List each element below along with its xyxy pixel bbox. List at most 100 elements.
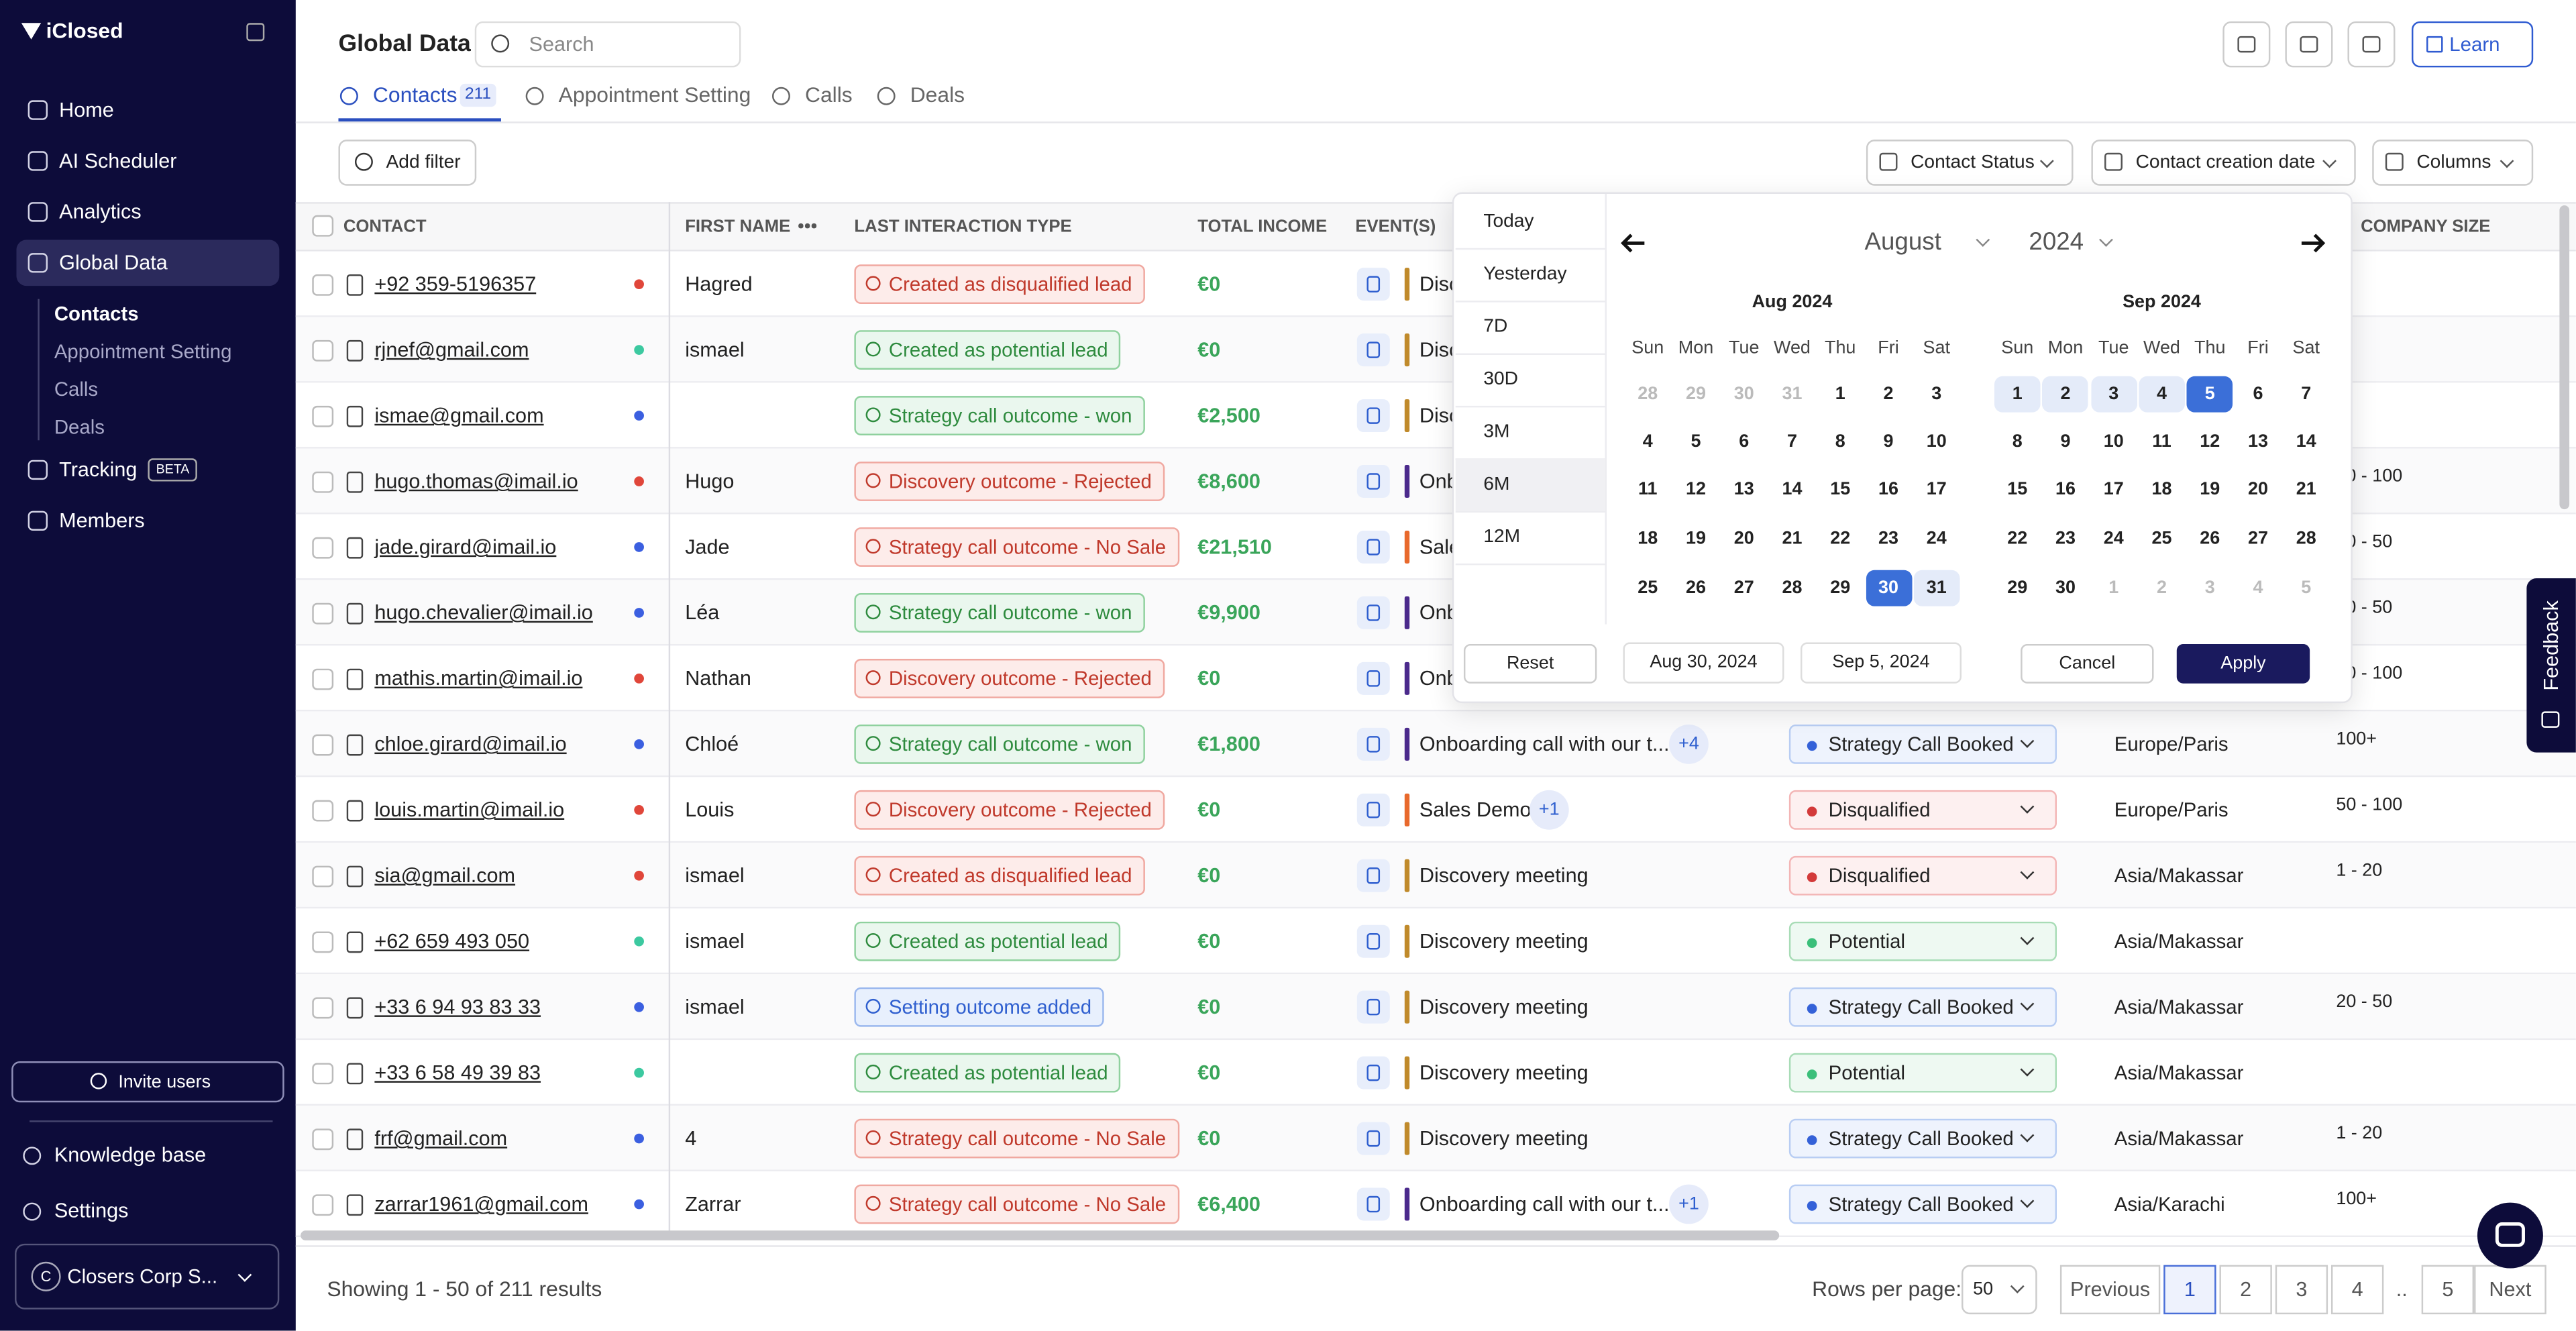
tab[interactable]: Calls <box>805 81 853 110</box>
calendar-day[interactable]: 7 <box>2283 380 2329 409</box>
preset[interactable]: 3M <box>1483 417 1509 447</box>
checkbox[interactable] <box>312 735 333 756</box>
calendar-day[interactable]: 2 <box>2139 574 2185 603</box>
calendar-day[interactable]: 2 <box>2043 380 2089 409</box>
status-select[interactable]: Potential <box>1789 922 2057 961</box>
month-arrow[interactable] <box>2300 231 2326 254</box>
calendar-day[interactable]: 1 <box>2090 574 2137 603</box>
calendar-day[interactable]: 21 <box>2283 475 2329 504</box>
contact-link[interactable]: zarrar1961@gmail.com <box>374 1189 588 1219</box>
calendar-day[interactable]: 5 <box>2283 574 2329 603</box>
preset[interactable]: Today <box>1483 207 1534 237</box>
calendar-day[interactable]: 28 <box>2283 524 2329 553</box>
tab[interactable]: Contacts <box>373 81 458 110</box>
contact-link[interactable]: +33 6 94 93 83 33 <box>374 992 541 1022</box>
calendar-day[interactable]: 19 <box>1673 524 1719 553</box>
status-select[interactable]: Strategy Call Booked <box>1789 725 2057 764</box>
collapse-icon[interactable] <box>246 23 264 41</box>
calendar-day[interactable]: 12 <box>1673 475 1719 504</box>
calendar-day[interactable]: 1 <box>1817 380 1864 409</box>
tab[interactable]: Appointment Setting <box>559 81 751 110</box>
contact-link[interactable]: +92 359-5196357 <box>374 270 536 299</box>
status-select[interactable]: Strategy Call Booked <box>1789 1185 2057 1224</box>
calendar-day[interactable]: 26 <box>2187 524 2233 553</box>
calendar-day[interactable]: 19 <box>2187 475 2233 504</box>
status-select[interactable]: Strategy Call Booked <box>1789 988 2057 1027</box>
calendar-day[interactable]: 8 <box>1817 427 1864 457</box>
checkbox[interactable] <box>312 215 333 237</box>
calendar-day[interactable]: 4 <box>2235 574 2282 603</box>
calendar-day[interactable]: 29 <box>1817 574 1864 603</box>
calendar-day[interactable]: 30 <box>1866 574 1912 603</box>
calendar-day[interactable]: 12 <box>2187 427 2233 457</box>
calendar-day[interactable]: 30 <box>2043 574 2089 603</box>
checkbox[interactable] <box>312 1128 333 1150</box>
calendar-day[interactable]: 5 <box>1673 427 1719 457</box>
calendar-day[interactable]: 17 <box>2090 475 2137 504</box>
subnav-item[interactable]: Appointment Setting <box>54 337 232 366</box>
contact-link[interactable]: hugo.thomas@imail.io <box>374 466 578 496</box>
calendar-day[interactable]: 18 <box>2139 475 2185 504</box>
calendar-day[interactable]: 1 <box>1994 380 2041 409</box>
calendar-day[interactable]: 18 <box>1625 524 1671 553</box>
calendar-day[interactable]: 3 <box>2090 380 2137 409</box>
contact-link[interactable]: ismae@gmail.com <box>374 401 543 431</box>
calendar-day[interactable]: 10 <box>1913 427 1960 457</box>
calendar-day[interactable]: 9 <box>1866 427 1912 457</box>
calendar-day[interactable]: 15 <box>1994 475 2041 504</box>
checkbox[interactable] <box>312 669 333 690</box>
checkbox[interactable] <box>312 1063 333 1084</box>
calendar-day[interactable]: 26 <box>1673 574 1719 603</box>
calendar-day[interactable]: 16 <box>2043 475 2089 504</box>
preset[interactable]: 6M <box>1483 470 1509 499</box>
calendar-day[interactable]: 25 <box>1625 574 1671 603</box>
status-select[interactable]: Disqualified <box>1789 856 2057 896</box>
year-select[interactable]: 2024 <box>2029 228 2084 258</box>
calendar-day[interactable]: 14 <box>1769 475 1815 504</box>
calendar-day[interactable]: 14 <box>2283 427 2329 457</box>
calendar-day[interactable]: 16 <box>1866 475 1912 504</box>
calendar-day[interactable]: 20 <box>2235 475 2282 504</box>
footer-link[interactable]: Settings <box>54 1196 129 1226</box>
nav-item[interactable]: Members <box>59 506 145 535</box>
calendar-day[interactable]: 25 <box>2139 524 2185 553</box>
checkbox[interactable] <box>312 406 333 427</box>
calendar-day[interactable]: 29 <box>1673 380 1719 409</box>
checkbox[interactable] <box>312 800 333 822</box>
calendar-day[interactable]: 6 <box>2235 380 2282 409</box>
calendar-day[interactable]: 27 <box>1721 574 1767 603</box>
tab[interactable]: Deals <box>910 81 965 110</box>
month-arrow[interactable] <box>1620 231 1646 254</box>
preset[interactable]: 12M <box>1483 523 1520 552</box>
calendar-day[interactable]: 6 <box>1721 427 1767 457</box>
calendar-day[interactable]: 3 <box>1913 380 1960 409</box>
preset[interactable]: 30D <box>1483 365 1518 394</box>
calendar-day[interactable]: 11 <box>2139 427 2185 457</box>
calendar-day[interactable]: 30 <box>1721 380 1767 409</box>
footer-link[interactable]: Knowledge base <box>54 1140 206 1170</box>
calendar-day[interactable]: 17 <box>1913 475 1960 504</box>
calendar-day[interactable]: 13 <box>1721 475 1767 504</box>
contact-link[interactable]: mathis.martin@imail.io <box>374 663 582 693</box>
checkbox[interactable] <box>312 866 333 888</box>
calendar-day[interactable]: 31 <box>1913 574 1960 603</box>
calendar-day[interactable]: 21 <box>1769 524 1815 553</box>
contact-link[interactable]: frf@gmail.com <box>374 1124 507 1153</box>
checkbox[interactable] <box>312 997 333 1018</box>
calendar-day[interactable]: 2 <box>1866 380 1912 409</box>
checkbox[interactable] <box>312 340 333 362</box>
calendar-day[interactable]: 9 <box>2043 427 2089 457</box>
nav-item[interactable]: AI Scheduler <box>59 146 176 176</box>
calendar-day[interactable]: 3 <box>2187 574 2233 603</box>
calendar-day[interactable]: 22 <box>1817 524 1864 553</box>
calendar-day[interactable]: 29 <box>1994 574 2041 603</box>
nav-item[interactable]: Home <box>59 95 114 125</box>
calendar-day[interactable]: 5 <box>2187 380 2233 409</box>
contact-link[interactable]: rjnef@gmail.com <box>374 335 529 365</box>
calendar-day[interactable]: 28 <box>1769 574 1815 603</box>
nav-item[interactable]: Global Data <box>59 248 168 278</box>
calendar-day[interactable]: 20 <box>1721 524 1767 553</box>
calendar-day[interactable]: 31 <box>1769 380 1815 409</box>
subnav-item[interactable]: Calls <box>54 374 98 404</box>
checkbox[interactable] <box>312 274 333 296</box>
